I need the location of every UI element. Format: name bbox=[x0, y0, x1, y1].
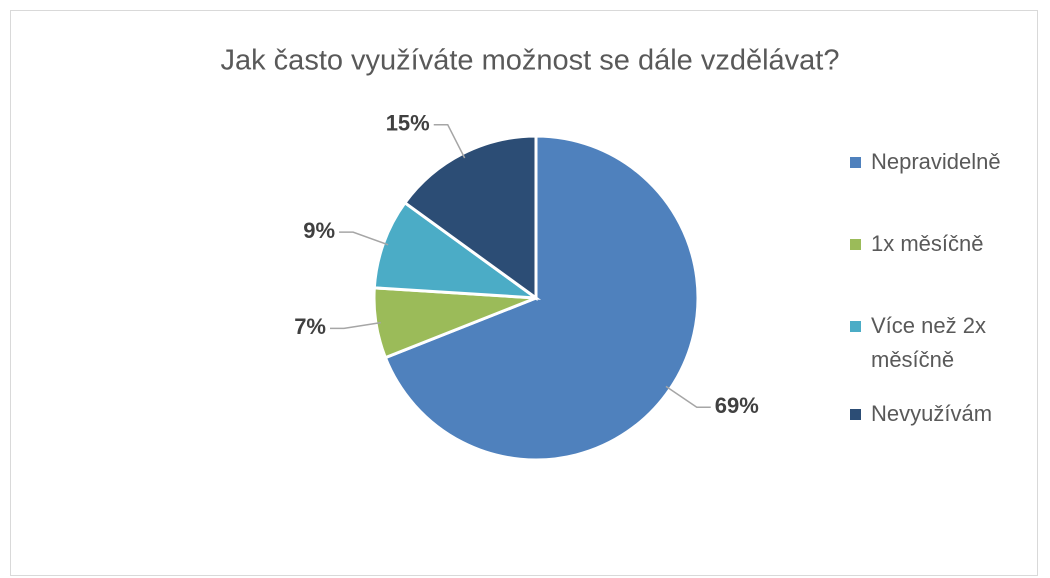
legend-entry: Nepravidelně bbox=[850, 145, 1031, 179]
legend-label: 1x měsíčně bbox=[871, 231, 984, 256]
chart-frame bbox=[10, 10, 1038, 576]
legend-entry: Nevyužívám bbox=[850, 397, 1031, 431]
chart-title: Jak často využíváte možnost se dále vzdě… bbox=[221, 45, 840, 77]
legend-swatch bbox=[850, 157, 861, 168]
legend-swatch bbox=[850, 321, 861, 332]
leader-line bbox=[665, 385, 711, 409]
legend-entry: 1x měsíčně bbox=[850, 227, 1031, 261]
data-label: 9% bbox=[303, 218, 335, 243]
leader-line bbox=[339, 231, 389, 246]
legend-label: Nevyužívám bbox=[871, 401, 993, 426]
legend-label: Více než 2x měsíčně bbox=[871, 313, 986, 372]
leader-line bbox=[329, 321, 381, 330]
data-label: 7% bbox=[294, 314, 326, 339]
legend-swatch bbox=[850, 409, 861, 420]
data-label: 15% bbox=[386, 111, 430, 136]
legend-swatch bbox=[850, 239, 861, 250]
leader-line bbox=[433, 124, 466, 159]
data-label: 69% bbox=[715, 393, 759, 418]
legend-label: Nepravidelně bbox=[871, 149, 1001, 174]
legend-entry: Více než 2x měsíčně bbox=[850, 309, 1031, 377]
